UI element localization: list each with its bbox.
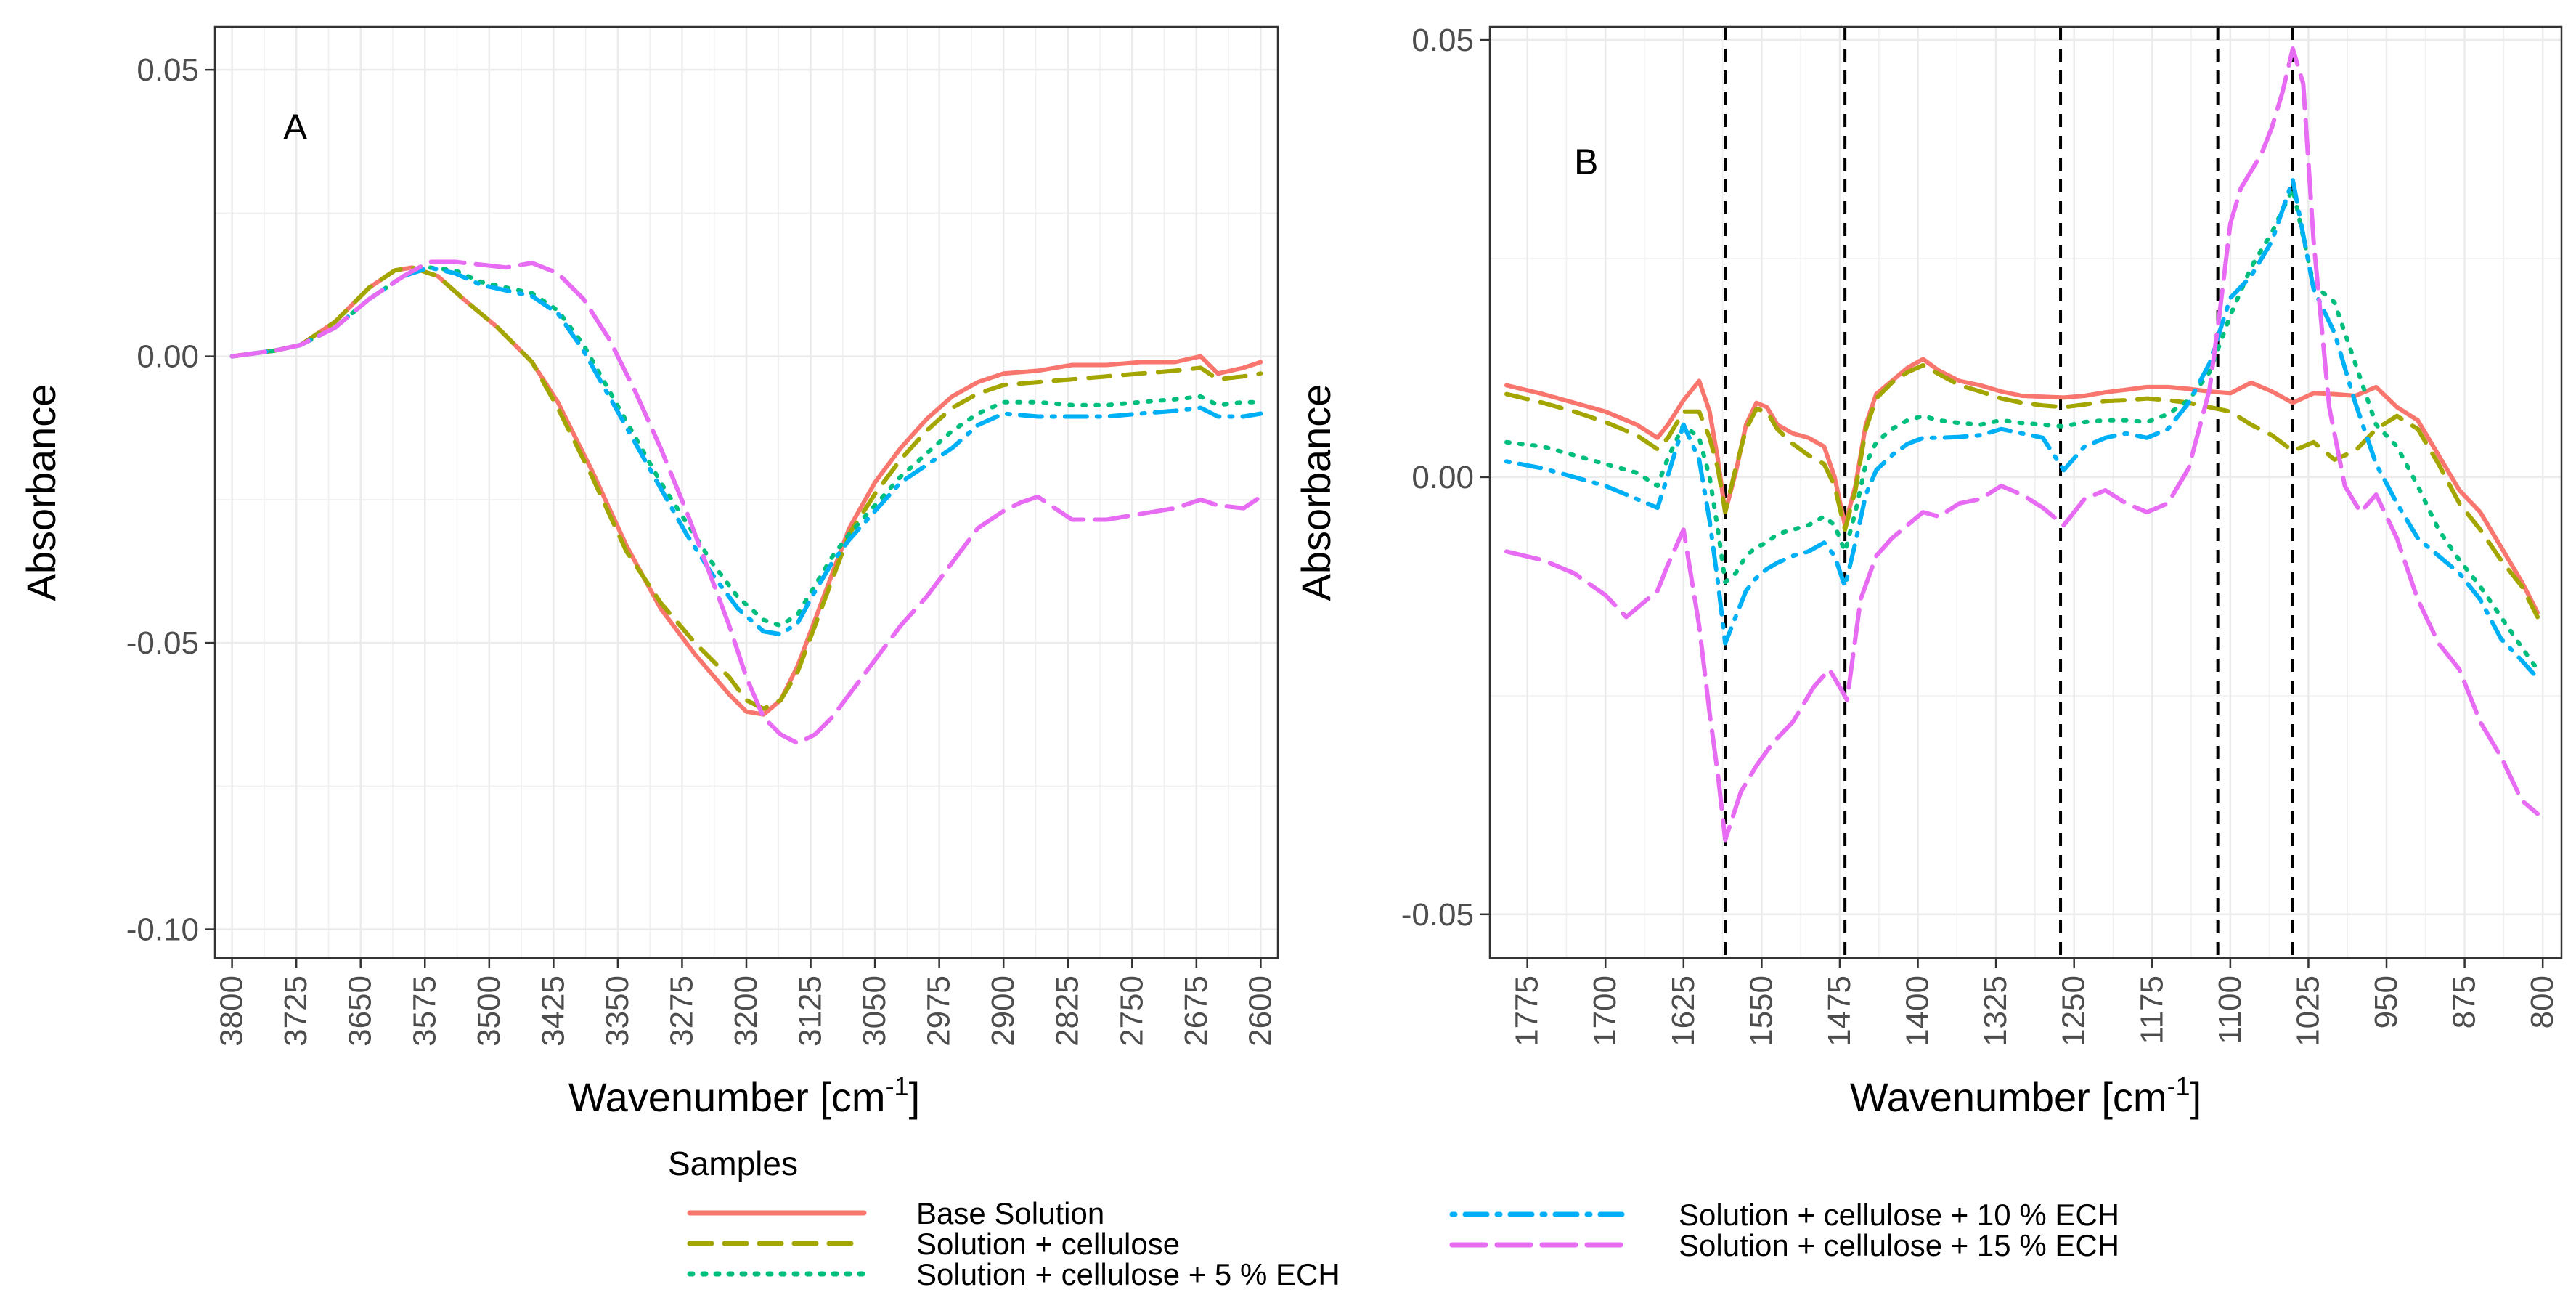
panel-a-x-tick-label: 3800 xyxy=(214,975,250,1047)
panel-b: 1775 1700 1625 1550 1475 1400 1325 1250 1175 1100… xyxy=(1293,23,2563,1120)
panel-a-x-tick-label: 3350 xyxy=(600,975,635,1047)
panel-b-label: B xyxy=(1574,142,1598,182)
panel-b-x-tick-label: 1100 xyxy=(2212,975,2248,1044)
panel-a-x-tick-label: 2600 xyxy=(1242,975,1278,1047)
panel-b-x-tick-label: 1250 xyxy=(2056,975,2092,1047)
legend-label-base-solution: Base Solution xyxy=(916,1196,1104,1230)
panel-b-x-tick-label: 1625 xyxy=(1666,975,1701,1047)
panel-a-x-tick-label: 2975 xyxy=(921,975,957,1047)
panel-a-major-grid xyxy=(215,27,1278,958)
panel-b-series-solution-cellulose xyxy=(1504,362,2540,620)
legend-label-solution-cellulose-10-ech: Solution + cellulose + 10 % ECH xyxy=(1679,1198,2119,1232)
panel-a-ticks: 3800 3725 3650 3575 3500 3425 3350 3275 3200 3125… xyxy=(126,52,1279,1047)
panel-a-y-tick-label: -0.05 xyxy=(126,625,199,661)
panel-b-series-solution-cellulose-5-ech xyxy=(1504,186,2540,672)
panel-a-x-tick-label: 3575 xyxy=(407,975,442,1047)
panel-a-x-tick-label: 2900 xyxy=(985,975,1021,1047)
panel-a-x-tick-label: 3275 xyxy=(664,975,699,1047)
panel-a: 3800 3725 3650 3575 3500 3425 3350 3275 3200 3125… xyxy=(18,25,1279,1120)
panel-b-y-tick-label: -0.05 xyxy=(1401,897,1474,933)
panel-a-x-axis-title: Wavenumber [cm-1] xyxy=(568,1071,920,1120)
panel-b-x-tick-label: 800 xyxy=(2524,975,2560,1028)
panel-b-x-tick-label: 1025 xyxy=(2290,975,2326,1047)
panel-a-y-tick-label: 0.00 xyxy=(136,339,199,375)
panel-b-x-tick-label: 1775 xyxy=(1509,975,1545,1047)
panel-b-x-tick-label: 1400 xyxy=(1900,975,1936,1047)
panel-b-major-grid xyxy=(1490,27,2561,958)
panel-b-y-tick-label: 0.00 xyxy=(1411,460,1474,495)
panel-a-x-tick-label: 3125 xyxy=(793,975,828,1047)
panel-a-y-tick-label: -0.10 xyxy=(126,912,199,948)
panel-b-series-solution-cellulose-15-ech xyxy=(1504,46,2540,843)
panel-b-x-tick-label: 950 xyxy=(2368,975,2404,1028)
panel-b-x-tick-label: 1325 xyxy=(1978,975,2013,1047)
panel-b-x-axis-title: Wavenumber [cm-1] xyxy=(1850,1071,2201,1120)
panel-a-series-solution-cellulose-15-ech xyxy=(229,259,1263,746)
panel-b-x-tick-label: 1175 xyxy=(2134,975,2169,1044)
panel-b-border xyxy=(1488,25,2563,959)
panel-b-x-tick-label: 1700 xyxy=(1587,975,1623,1047)
panel-a-label: A xyxy=(283,107,308,147)
panel-a-x-tick-label: 2825 xyxy=(1050,975,1085,1047)
legend-title: Samples xyxy=(668,1145,798,1182)
legend-label-solution-cellulose-5-ech: Solution + cellulose + 5 % ECH xyxy=(916,1257,1340,1291)
panel-b-background xyxy=(1490,27,2561,958)
panel-b-y-tick-label: 0.05 xyxy=(1411,23,1474,58)
panel-a-x-tick-label: 3500 xyxy=(471,975,507,1047)
panel-a-x-tick-label: 3200 xyxy=(728,975,764,1047)
legend-label-solution-cellulose-15-ech: Solution + cellulose + 15 % ECH xyxy=(1679,1228,2119,1262)
panel-a-series-solution-cellulose-10-ech xyxy=(229,265,1263,637)
panel-b-x-tick-label: 1550 xyxy=(1743,975,1779,1047)
panel-a-x-tick-label: 2675 xyxy=(1178,975,1214,1047)
panel-b-series-base-solution xyxy=(1504,357,2540,615)
panel-a-minor-grid xyxy=(215,27,1278,958)
panel-b-y-axis-title: Absorbance xyxy=(1293,384,1339,601)
panel-b-series-solution-cellulose-10-ech xyxy=(1504,177,2540,681)
legend-label-solution-cellulose: Solution + cellulose xyxy=(916,1227,1180,1261)
panel-b-x-tick-label: 1475 xyxy=(1822,975,1857,1047)
panel-a-series xyxy=(229,259,1263,746)
panel-a-y-tick-label: 0.05 xyxy=(136,52,199,88)
panel-a-x-tick-label: 3425 xyxy=(535,975,571,1047)
panel-a-y-axis-title: Absorbance xyxy=(18,384,64,601)
panel-a-x-tick-label: 3650 xyxy=(343,975,378,1047)
panel-a-x-tick-label: 2750 xyxy=(1114,975,1149,1047)
panel-a-series-solution-cellulose-5-ech xyxy=(229,265,1263,628)
panel-b-ticks: 1775 1700 1625 1550 1475 1400 1325 1250 1175 1100… xyxy=(1401,23,2560,1047)
panel-b-x-tick-label: 875 xyxy=(2447,975,2482,1028)
panel-b-series xyxy=(1504,46,2540,843)
panel-a-x-tick-label: 3725 xyxy=(278,975,314,1047)
panel-a-x-tick-label: 3050 xyxy=(857,975,892,1047)
